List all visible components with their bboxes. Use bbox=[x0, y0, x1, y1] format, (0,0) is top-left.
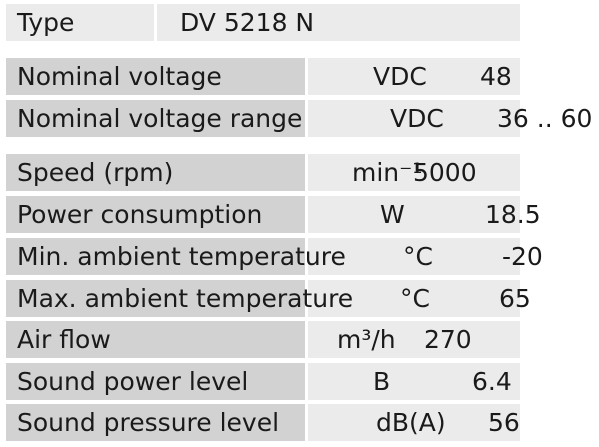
label-cell bbox=[6, 58, 305, 95]
label-cell bbox=[6, 363, 305, 400]
unit-cell bbox=[308, 58, 400, 95]
value-cell bbox=[400, 363, 520, 400]
header-value: DV 5218 N bbox=[180, 8, 315, 37]
row-unit: VDC bbox=[390, 104, 444, 133]
row-value: 6.4 bbox=[472, 367, 512, 396]
header-label-cell bbox=[6, 4, 154, 41]
value-cell bbox=[400, 280, 520, 317]
row-label: Power consumption bbox=[17, 200, 263, 229]
value-cell bbox=[400, 404, 520, 441]
value-cell bbox=[400, 58, 520, 95]
value-cell bbox=[400, 238, 520, 275]
row-value: 5000 bbox=[413, 158, 477, 187]
row-unit: °C bbox=[403, 242, 433, 271]
row-label: Max. ambient temperature bbox=[17, 284, 354, 313]
label-cell bbox=[6, 196, 305, 233]
unit-cell bbox=[308, 363, 400, 400]
label-cell bbox=[6, 100, 305, 137]
unit-cell bbox=[308, 196, 400, 233]
row-label: Speed (rpm) bbox=[17, 158, 174, 187]
row-unit: B bbox=[373, 367, 391, 396]
unit-cell bbox=[308, 238, 400, 275]
value-cell bbox=[400, 196, 520, 233]
row-unit: min⁻¹ bbox=[352, 158, 423, 187]
value-cell bbox=[400, 100, 520, 137]
row-label: Air flow bbox=[17, 325, 111, 354]
label-cell bbox=[6, 321, 305, 358]
unit-cell bbox=[308, 321, 400, 358]
row-value: -20 bbox=[502, 242, 543, 271]
row-value: 56 bbox=[488, 408, 520, 437]
unit-cell bbox=[308, 280, 400, 317]
row-label: Min. ambient temperature bbox=[17, 242, 346, 271]
row-label: Sound power level bbox=[17, 367, 249, 396]
row-unit: m³/h bbox=[337, 325, 396, 354]
row-label: Sound pressure level bbox=[17, 408, 280, 437]
header-value-cell bbox=[157, 4, 520, 41]
row-unit: W bbox=[380, 200, 405, 229]
header-label: Type bbox=[17, 8, 75, 37]
row-value: 65 bbox=[499, 284, 531, 313]
label-cell bbox=[6, 154, 305, 191]
label-cell bbox=[6, 238, 305, 275]
row-value: 18.5 bbox=[485, 200, 541, 229]
row-unit: °C bbox=[400, 284, 430, 313]
row-unit: dB(A) bbox=[376, 408, 446, 437]
unit-cell bbox=[308, 100, 400, 137]
unit-cell bbox=[308, 404, 400, 441]
label-cell bbox=[6, 280, 305, 317]
value-cell bbox=[400, 154, 520, 191]
unit-cell bbox=[308, 154, 400, 191]
row-label: Nominal voltage bbox=[17, 62, 222, 91]
row-value: 48 bbox=[480, 62, 512, 91]
label-cell bbox=[6, 404, 305, 441]
row-label: Nominal voltage range bbox=[17, 104, 303, 133]
row-value: 36 .. 60 bbox=[497, 104, 593, 133]
row-value: 270 bbox=[424, 325, 472, 354]
value-cell bbox=[400, 321, 520, 358]
row-unit: VDC bbox=[373, 62, 427, 91]
